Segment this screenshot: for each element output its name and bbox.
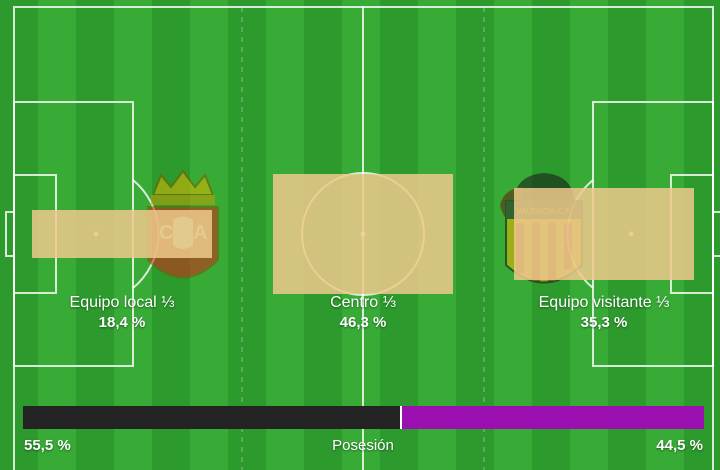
zone-bar-away (514, 188, 694, 280)
zone-value: 18,4 % (98, 314, 146, 331)
zone-name: Centro ⅓ (330, 294, 396, 311)
zone-bar-center (273, 174, 453, 294)
zone-value: 46,3 % (339, 314, 387, 331)
zone-name: Equipo visitante ⅓ (538, 294, 670, 311)
zone-label-away: Equipo visitante ⅓ 35,3 % (484, 293, 720, 332)
possession-label: Posesión (332, 437, 394, 454)
zone-label-center: Centro ⅓ 46,3 % (243, 293, 483, 332)
possession-away-segment (402, 406, 704, 429)
possession-home-value: 55,5 % (24, 437, 71, 454)
possession-home-segment (23, 406, 400, 429)
possession-divider (400, 406, 402, 429)
possession-bar (23, 406, 704, 429)
possession-away-value: 44,5 % (656, 437, 703, 454)
zone-name: Equipo local ⅓ (69, 294, 175, 311)
zone-label-home: Equipo local ⅓ 18,4 % (2, 293, 242, 332)
zone-value: 35,3 % (580, 314, 628, 331)
zone-bar-home (32, 210, 212, 258)
